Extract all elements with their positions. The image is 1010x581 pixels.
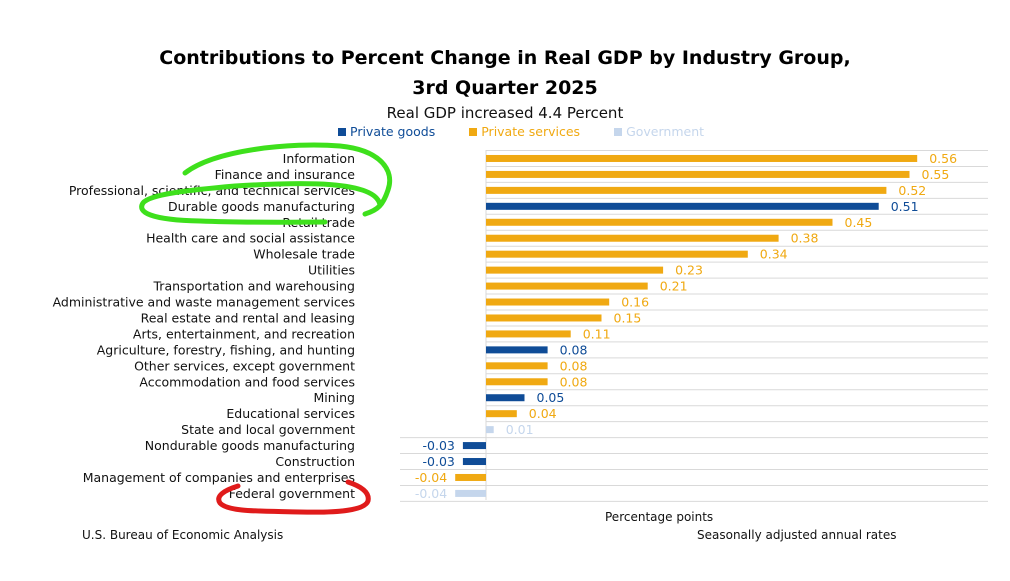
data-label: 0.08 [560, 374, 588, 389]
bar-agriculture-forestry-fishing-and-hunting [486, 346, 548, 354]
legend-item-government: Government [614, 124, 704, 139]
data-label: -0.03 [423, 438, 455, 453]
category-label: Information [283, 151, 355, 166]
bar-administrative-and-waste-management-services [486, 298, 610, 306]
data-label: 0.04 [529, 406, 557, 421]
gridlines [400, 150, 988, 502]
data-label: 0.45 [845, 215, 873, 230]
data-label: 0.01 [506, 422, 534, 437]
bar-federal-government [455, 489, 486, 497]
data-label: 0.08 [560, 342, 588, 357]
bar-real-estate-and-rental-and-leasing [486, 314, 602, 322]
bar-retail-trade [486, 218, 833, 226]
category-label: State and local government [181, 422, 355, 437]
data-label: 0.16 [621, 295, 649, 310]
data-label: -0.03 [423, 454, 455, 469]
bar-nondurable-goods-manufacturing [462, 442, 486, 450]
bar-information [486, 154, 918, 162]
bar-accommodation-and-food-services [486, 378, 548, 386]
category-label: Accommodation and food services [139, 374, 355, 389]
category-label: Wholesale trade [253, 247, 355, 262]
legend: Private goods Private services Governmen… [338, 124, 738, 139]
legend-swatch-private-services [469, 127, 478, 136]
category-label: Health care and social assistance [146, 231, 355, 246]
data-label: 0.56 [929, 151, 957, 166]
chart-subtitle: Real GDP increased 4.4 Percent [386, 104, 624, 122]
bar-construction [462, 458, 486, 466]
legend-swatch-private-goods [338, 127, 346, 136]
bar-durable-goods-manufacturing [486, 202, 879, 210]
bar-other-services-except-government [486, 362, 548, 370]
category-label: Real estate and rental and leasing [141, 310, 355, 325]
category-label: Federal government [229, 486, 355, 501]
value-labels: 0.560.550.520.51 0.45 0.380.34 0.230.21 0.16… [415, 151, 957, 501]
category-label: Finance and insurance [215, 167, 356, 182]
category-label: Retail trade [282, 215, 355, 230]
category-label: Agriculture, forestry, fishing, and hunt… [97, 342, 355, 357]
bars [455, 154, 918, 497]
bar-state-and-local-government [486, 426, 494, 434]
category-label: Construction [275, 454, 355, 469]
category-label: Nondurable goods manufacturing [145, 438, 355, 453]
bar-management-of-companies-and-enterprises [455, 473, 486, 481]
source-label: U.S. Bureau of Economic Analysis [82, 528, 284, 542]
data-label: 0.21 [660, 279, 688, 294]
legend-label-government: Government [626, 124, 705, 139]
data-label: 0.55 [922, 167, 950, 182]
legend-label-private-goods: Private goods [350, 124, 436, 139]
category-label: Arts, entertainment, and recreation [133, 326, 355, 341]
data-label: 0.05 [537, 390, 565, 405]
rates-note: Seasonally adjusted annual rates [697, 528, 897, 542]
bar-wholesale-trade [486, 250, 748, 258]
bar-transportation-and-warehousing [486, 282, 648, 290]
data-label: 0.51 [891, 199, 919, 214]
bar-professional-scientific-and-technical-services [486, 186, 887, 194]
x-axis-label: Percentage points [605, 510, 714, 524]
legend-swatch-government [614, 127, 623, 136]
category-label: Transportation and warehousing [153, 279, 356, 294]
data-label: 0.15 [614, 310, 642, 325]
category-label: Utilities [308, 263, 355, 278]
legend-item-private-goods: Private goods [338, 124, 435, 139]
category-label: Durable goods manufacturing [168, 199, 355, 214]
bar-arts-entertainment-and-recreation [486, 330, 571, 338]
category-label: Educational services [226, 406, 355, 421]
bar-mining [486, 394, 525, 402]
category-label: Mining [313, 390, 355, 405]
chart-title-line2: 3rd Quarter 2025 [412, 77, 598, 99]
chart-title: Contributions to Percent Change in Real … [159, 47, 851, 69]
category-label: Management of companies and enterprises [83, 470, 355, 485]
data-label: 0.38 [791, 231, 819, 246]
category-label: Administrative and waste management serv… [53, 295, 355, 310]
legend-item-private-services: Private services [469, 124, 580, 139]
data-label: 0.23 [675, 263, 703, 278]
data-label: 0.11 [583, 326, 611, 341]
bar-educational-services [486, 410, 517, 418]
bar-health-care-and-social-assistance [486, 234, 779, 242]
bar-finance-and-insurance [486, 170, 910, 178]
data-label: -0.04 [415, 486, 447, 501]
category-label: Professional, scientific, and technical … [69, 183, 355, 198]
data-label: 0.52 [898, 183, 926, 198]
data-label: 0.34 [760, 247, 788, 262]
bar-utilities [486, 266, 664, 274]
data-label: 0.08 [560, 358, 588, 373]
data-label: -0.04 [415, 470, 447, 485]
category-label: Other services, except government [134, 358, 355, 373]
legend-label-private-services: Private services [481, 124, 581, 139]
